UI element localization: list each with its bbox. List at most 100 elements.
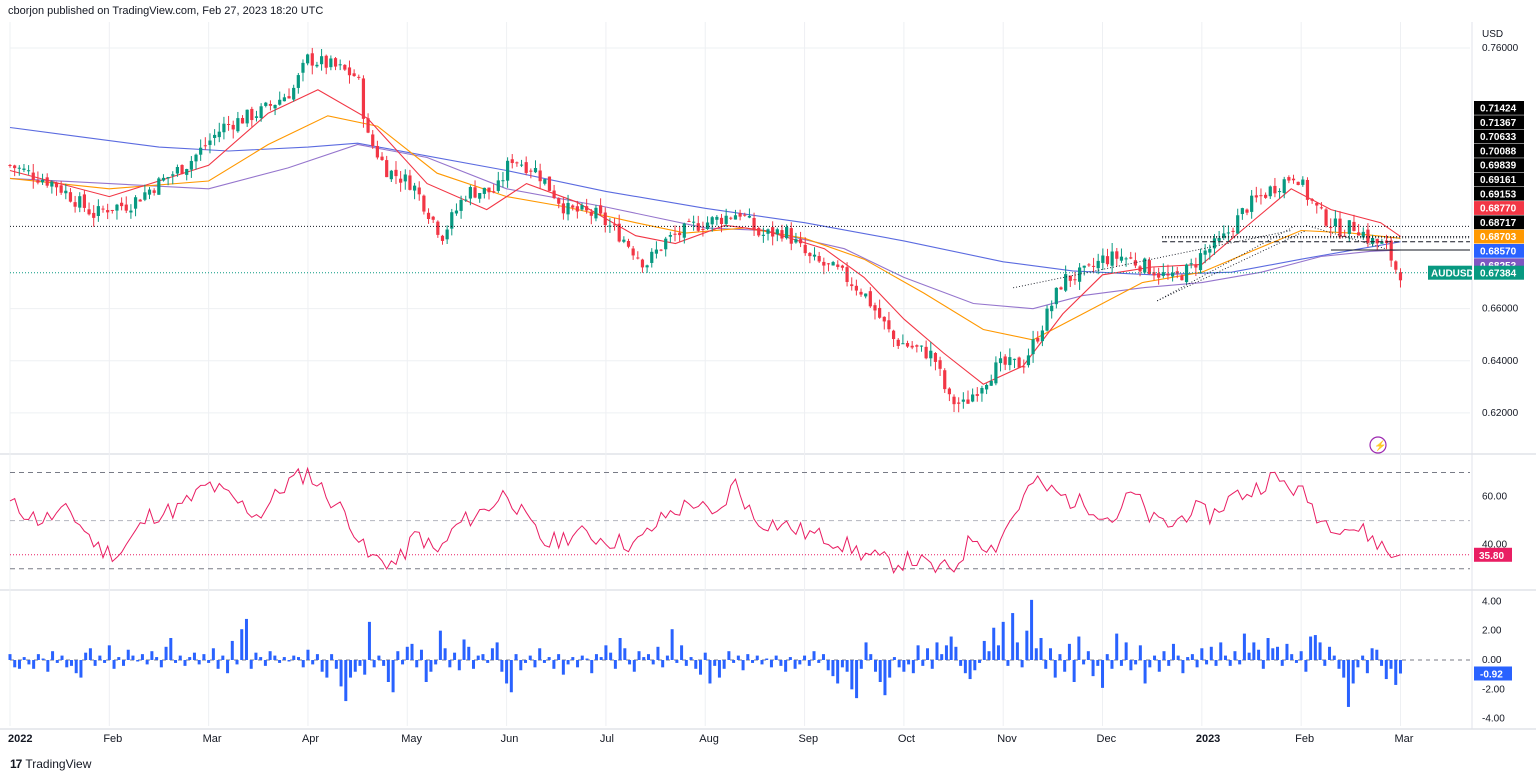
candle-down bbox=[1194, 264, 1198, 268]
hist-bar bbox=[1271, 648, 1275, 660]
hist-bar bbox=[448, 660, 452, 668]
hist-bar bbox=[65, 660, 69, 668]
candle-down bbox=[492, 191, 496, 193]
candle-down bbox=[808, 252, 812, 257]
candle-down bbox=[840, 265, 845, 268]
hist-bar bbox=[689, 657, 693, 660]
hist-bar bbox=[1039, 638, 1043, 660]
hist-bar bbox=[542, 660, 546, 663]
trendline bbox=[1156, 230, 1307, 302]
candle-down bbox=[36, 180, 40, 183]
candle-up bbox=[264, 102, 268, 106]
last-price-value: 0.67384 bbox=[1480, 269, 1517, 280]
hist-bar bbox=[263, 660, 267, 666]
hist-bar bbox=[628, 660, 632, 665]
hist-bar bbox=[17, 660, 21, 669]
candle-up bbox=[166, 177, 170, 179]
candle-up bbox=[1222, 233, 1226, 238]
x-axis-label: Dec bbox=[1097, 733, 1117, 745]
hist-bar bbox=[486, 660, 490, 663]
hist-bar bbox=[613, 660, 617, 669]
candle-down bbox=[738, 212, 742, 217]
candle-down bbox=[366, 118, 370, 133]
hist-bar bbox=[1162, 651, 1166, 660]
candle-down bbox=[110, 209, 114, 211]
hist-bar bbox=[793, 660, 797, 669]
candle-down bbox=[1003, 356, 1007, 365]
candle-up bbox=[533, 167, 538, 173]
candle-down bbox=[1231, 230, 1235, 232]
hist-bar bbox=[386, 660, 390, 682]
hist-bar bbox=[1134, 660, 1138, 665]
hist-bar bbox=[467, 646, 471, 660]
candle-up bbox=[129, 210, 133, 213]
hist-bar bbox=[1304, 660, 1308, 672]
candle-up bbox=[785, 227, 789, 239]
hist-bar bbox=[419, 649, 423, 660]
hist-bar bbox=[1394, 660, 1398, 685]
candle-down bbox=[268, 103, 273, 106]
hist-bar bbox=[831, 660, 835, 677]
hist-bar bbox=[732, 660, 736, 663]
hist-bar bbox=[769, 660, 773, 668]
hist-bar bbox=[282, 657, 286, 660]
candle-down bbox=[757, 227, 761, 236]
price-label-box bbox=[1474, 201, 1524, 215]
price-label-box bbox=[1474, 244, 1524, 258]
candle-up bbox=[161, 177, 166, 181]
candle-down bbox=[836, 264, 840, 267]
hist-bar bbox=[755, 655, 759, 660]
hist-bar bbox=[1384, 660, 1388, 680]
hist-bar bbox=[415, 660, 419, 668]
hist-bar bbox=[1067, 643, 1071, 660]
candle-down bbox=[394, 169, 398, 177]
hist-bar bbox=[963, 660, 967, 674]
hist-bar bbox=[32, 660, 36, 669]
candle-up bbox=[654, 249, 659, 254]
price-tick: 0.76000 bbox=[1482, 43, 1519, 54]
candle-down bbox=[1305, 179, 1310, 200]
candle-down bbox=[203, 145, 207, 147]
candle-up bbox=[40, 179, 45, 183]
hist-bar bbox=[978, 660, 982, 663]
candle-down bbox=[138, 199, 142, 202]
candle-up bbox=[1171, 272, 1175, 277]
candle-down bbox=[887, 320, 891, 330]
hist-bar bbox=[334, 660, 338, 669]
hist-bar bbox=[699, 660, 703, 675]
candle-down bbox=[780, 230, 784, 239]
candle-down bbox=[120, 202, 124, 207]
hist-bar bbox=[916, 645, 920, 660]
candle-up bbox=[1101, 255, 1105, 263]
hist-bar bbox=[561, 660, 565, 675]
hist-bar bbox=[254, 652, 258, 660]
candle-down bbox=[1329, 226, 1333, 228]
candle-up bbox=[412, 185, 417, 191]
candle-down bbox=[1375, 239, 1379, 244]
hist-bar bbox=[888, 660, 892, 678]
candle-up bbox=[812, 254, 817, 257]
hist-bar bbox=[1294, 660, 1298, 663]
candle-down bbox=[603, 212, 607, 226]
candle-down bbox=[859, 291, 863, 295]
candle-down bbox=[640, 259, 645, 268]
hist-bar bbox=[807, 660, 811, 666]
candle-down bbox=[910, 345, 914, 348]
hist-bar bbox=[164, 646, 168, 660]
candle-down bbox=[1273, 185, 1277, 194]
candle-down bbox=[347, 67, 352, 76]
candle-up bbox=[222, 123, 226, 133]
candle-down bbox=[87, 209, 91, 215]
hist-bar bbox=[306, 649, 310, 660]
tradingview-brand[interactable]: 17 TradingView bbox=[10, 757, 91, 771]
hist-bar bbox=[1200, 648, 1204, 660]
hist-bar bbox=[1138, 645, 1142, 660]
candle-down bbox=[1366, 229, 1370, 243]
x-axis-label: Jun bbox=[501, 733, 519, 745]
candle-down bbox=[1315, 202, 1319, 206]
hist-bar bbox=[1252, 642, 1256, 660]
hist-bar bbox=[646, 654, 650, 660]
candle-up bbox=[980, 387, 984, 394]
trendline bbox=[1305, 224, 1386, 250]
x-axis-label: Nov bbox=[997, 733, 1017, 745]
